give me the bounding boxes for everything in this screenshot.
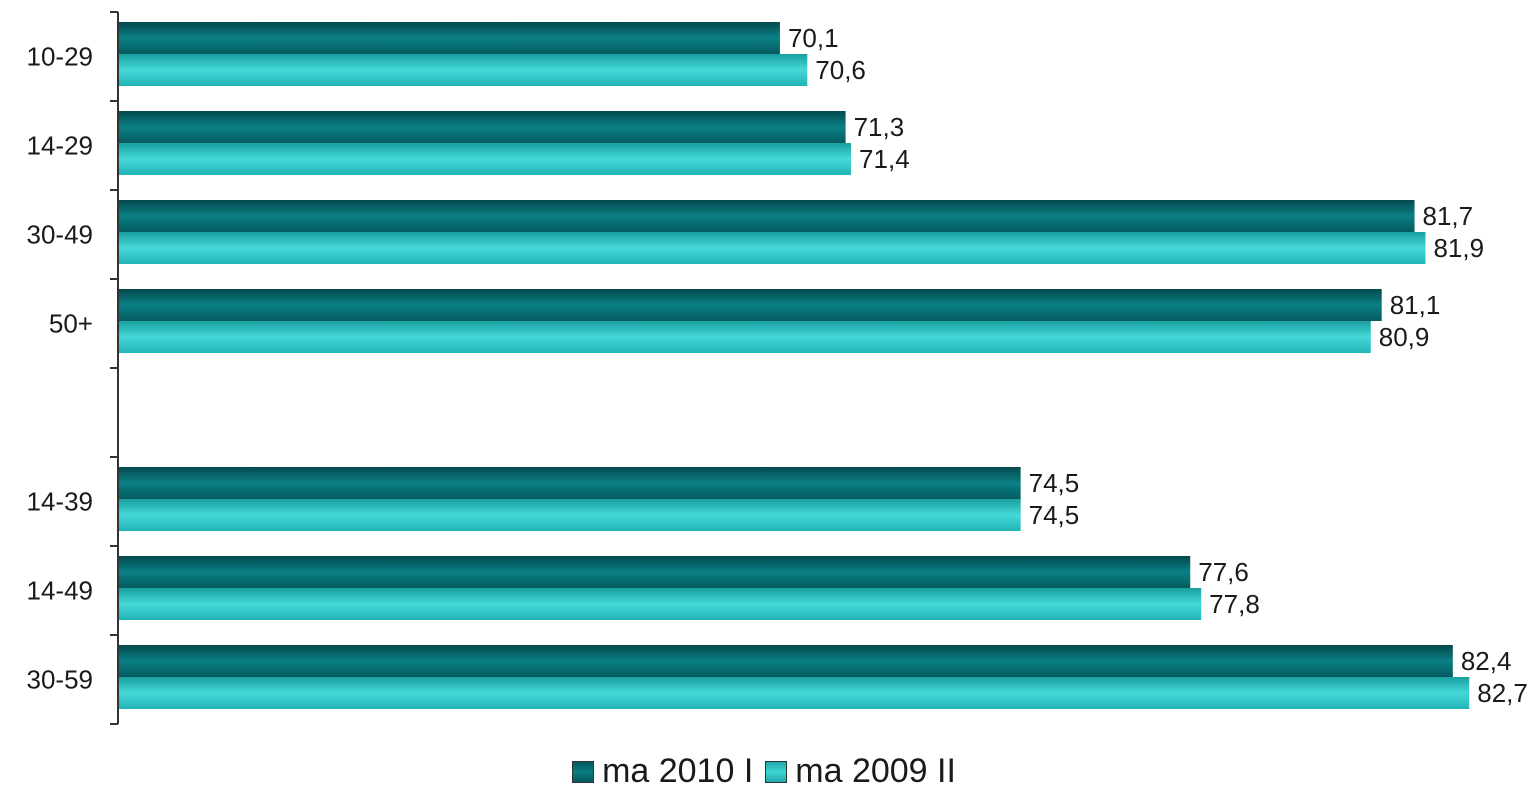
legend-label-series-0: ma 2010 I bbox=[602, 752, 754, 790]
legend-swatch-series-0 bbox=[572, 760, 595, 783]
data-label-series-1: 80,9 bbox=[1379, 322, 1430, 352]
bar-series-1 bbox=[119, 677, 1470, 709]
bar-series-0 bbox=[119, 22, 780, 54]
category-label: 10-29 bbox=[27, 42, 94, 72]
legend-item-series-0: ma 2010 I bbox=[572, 752, 753, 791]
data-label-series-0: 71,3 bbox=[854, 112, 905, 142]
category-label: 50+ bbox=[49, 309, 93, 339]
bar-series-1 bbox=[119, 54, 808, 86]
bar-series-0 bbox=[119, 467, 1021, 499]
bar-series-1 bbox=[119, 321, 1371, 353]
bar-series-1 bbox=[119, 499, 1021, 531]
bar-series-1 bbox=[119, 588, 1202, 620]
legend-item-series-1: ma 2009 II bbox=[765, 752, 956, 791]
bar-series-0 bbox=[119, 645, 1453, 677]
data-label-series-0: 81,7 bbox=[1423, 201, 1474, 231]
bar-series-1 bbox=[119, 232, 1426, 264]
bar-series-0 bbox=[119, 111, 846, 143]
bar-series-0 bbox=[119, 200, 1415, 232]
data-label-series-0: 81,1 bbox=[1390, 290, 1441, 320]
legend-label-series-1: ma 2009 II bbox=[795, 752, 956, 790]
data-label-series-0: 74,5 bbox=[1029, 468, 1080, 498]
legend: ma 2010 I ma 2009 II bbox=[0, 752, 1528, 791]
bar-chart: 10-29 70,170,6 14-29 71,371,4 30-49 81,781,9 5… bbox=[27, 11, 1528, 725]
bar-series-0 bbox=[119, 556, 1191, 588]
category-label: 30-49 bbox=[27, 220, 94, 250]
category-label: 30-59 bbox=[27, 665, 94, 695]
data-label-series-1: 81,9 bbox=[1433, 233, 1484, 263]
category-label: 14-49 bbox=[27, 576, 94, 606]
data-label-series-1: 70,6 bbox=[815, 55, 866, 85]
data-label-series-1: 71,4 bbox=[859, 144, 910, 174]
data-label-series-1: 77,8 bbox=[1209, 589, 1260, 619]
category-label: 14-29 bbox=[27, 131, 94, 161]
bar-series-0 bbox=[119, 289, 1382, 321]
data-label-series-0: 82,4 bbox=[1461, 646, 1512, 676]
data-label-series-1: 74,5 bbox=[1029, 500, 1080, 530]
legend-swatch-series-1 bbox=[765, 760, 788, 783]
data-label-series-1: 82,7 bbox=[1477, 678, 1528, 708]
bar-series-1 bbox=[119, 143, 852, 175]
data-label-series-0: 77,6 bbox=[1198, 557, 1249, 587]
data-label-series-0: 70,1 bbox=[788, 23, 839, 53]
category-label: 14-39 bbox=[27, 487, 94, 517]
